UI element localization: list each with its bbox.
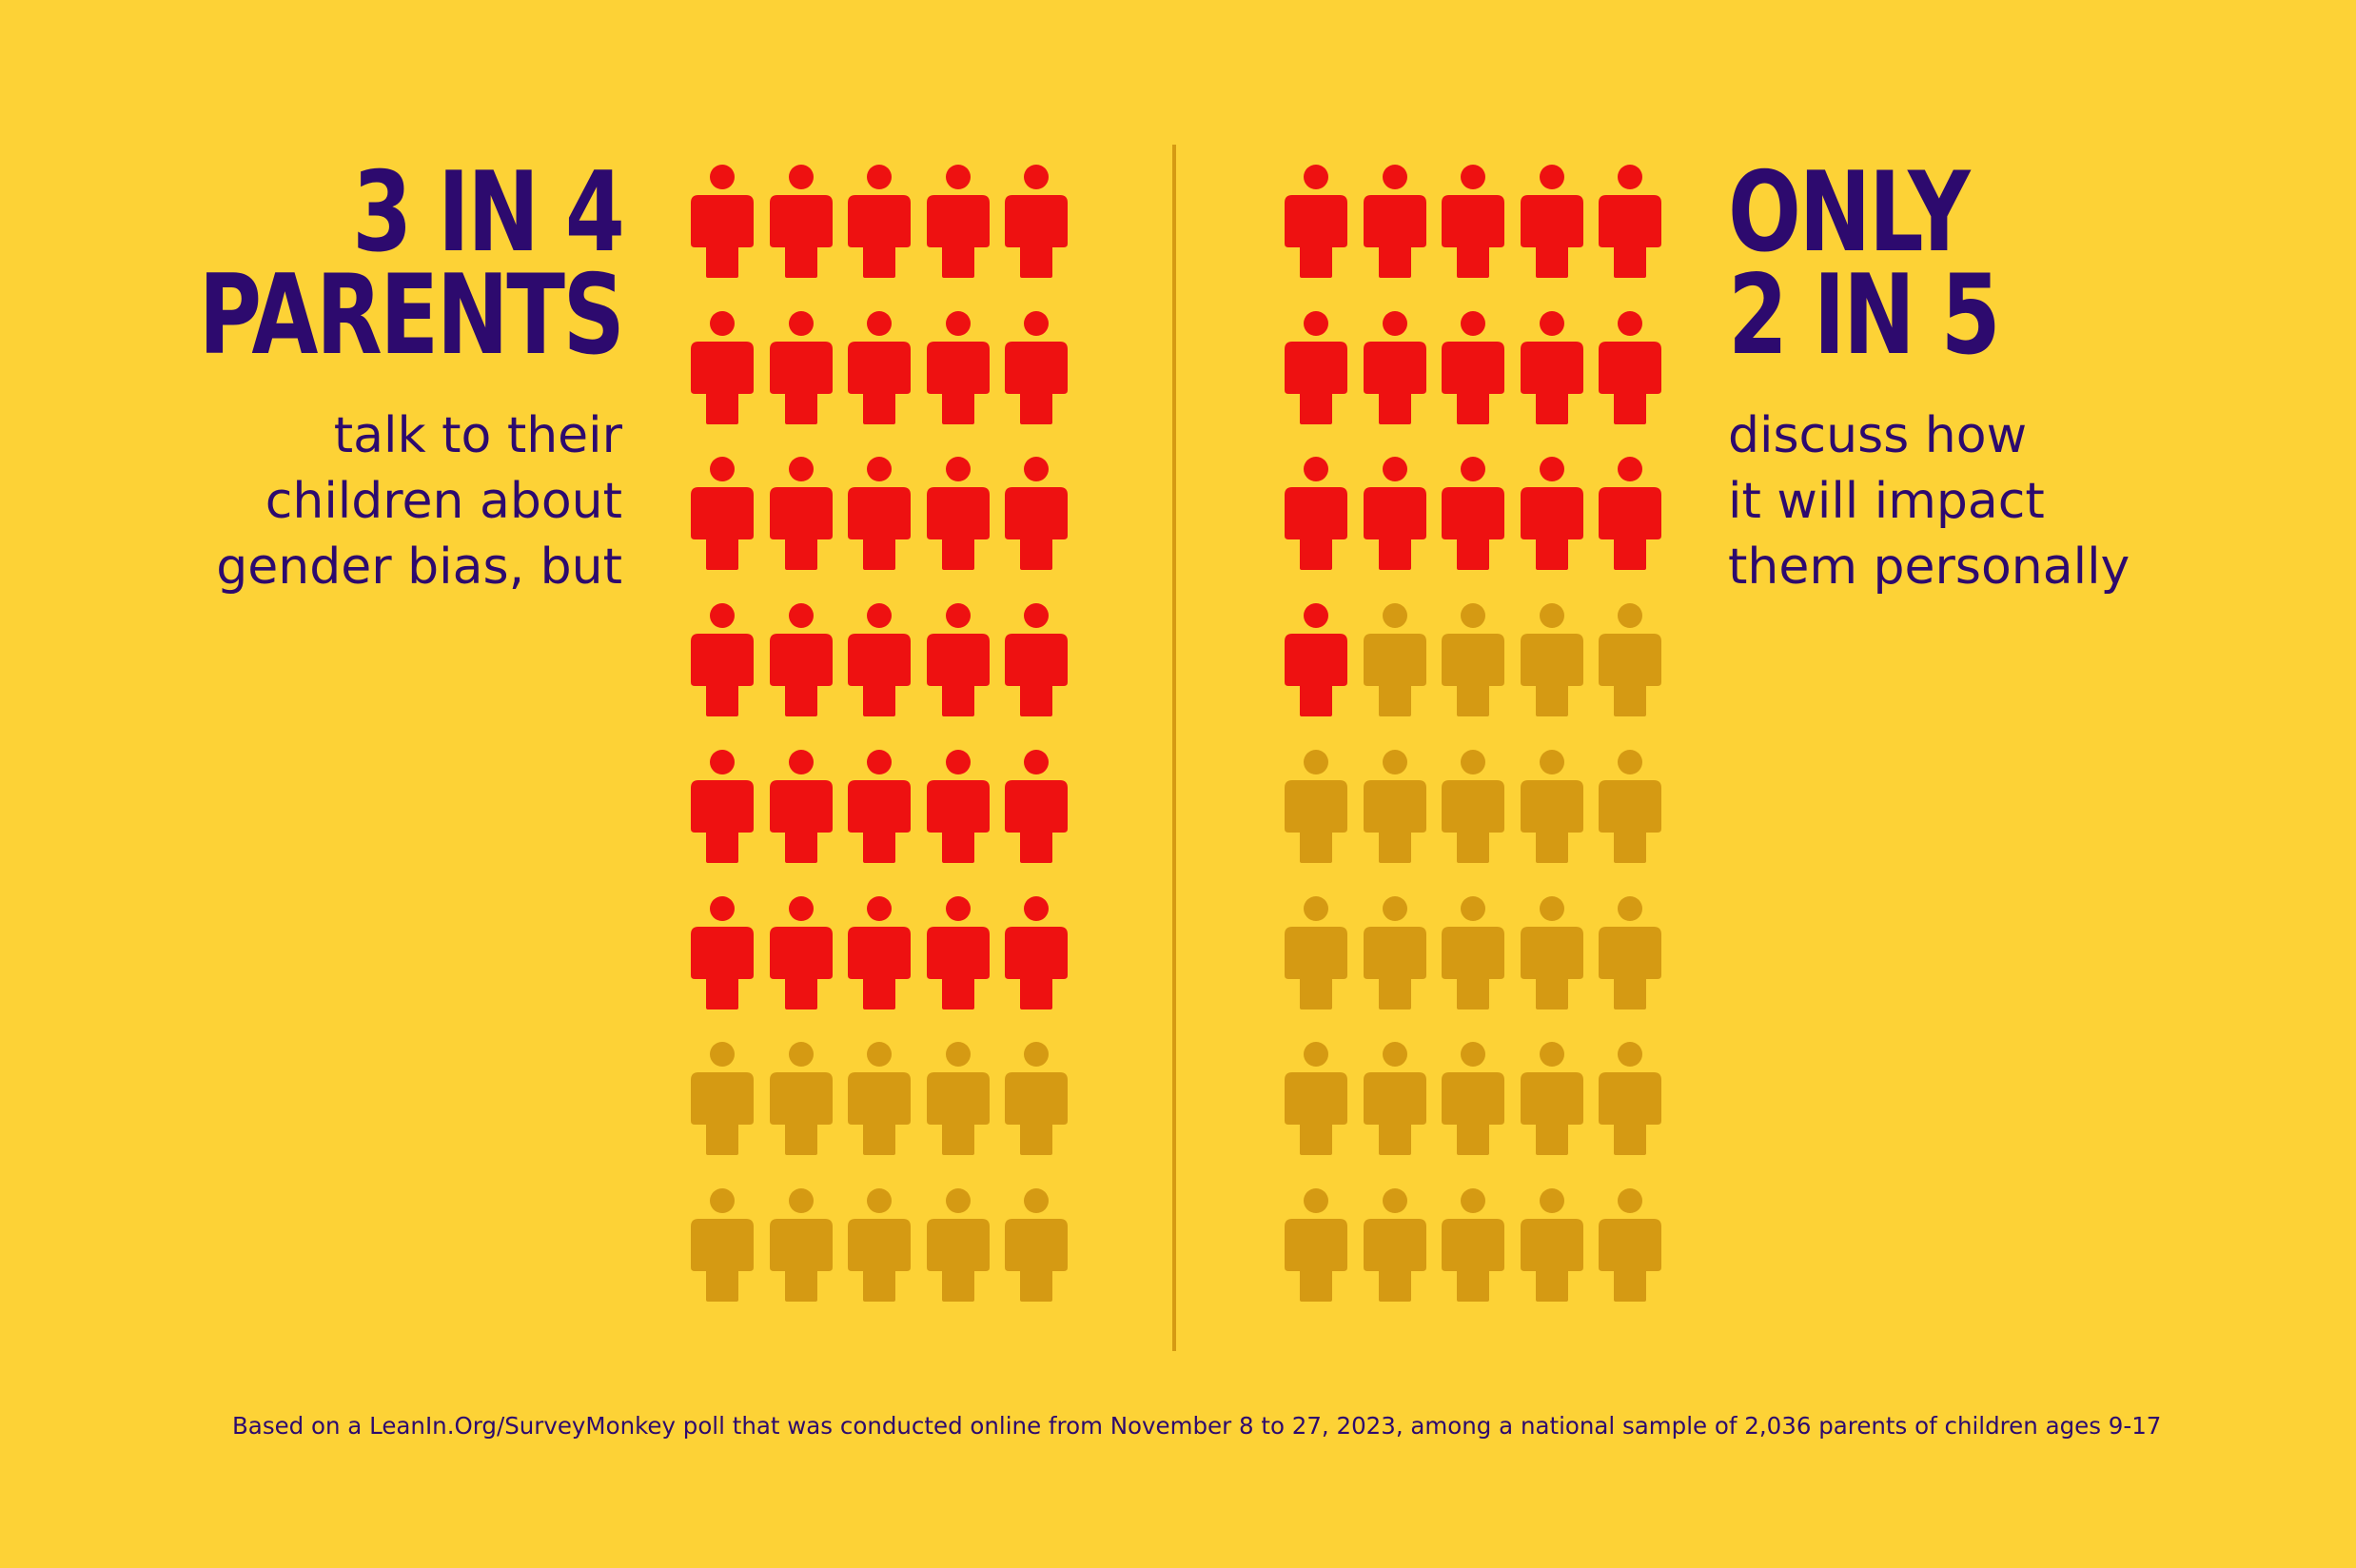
person-icon-highlighted bbox=[1005, 165, 1068, 278]
person-icon-highlighted bbox=[769, 895, 833, 1009]
person-icon-highlighted bbox=[1285, 603, 1347, 717]
footnote: Based on a LeanIn.Org/SurveyMonkey poll … bbox=[232, 1412, 2162, 1440]
person-icon-muted bbox=[1599, 1042, 1661, 1156]
person-icon-highlighted bbox=[1005, 457, 1068, 571]
person-icon-muted bbox=[1442, 749, 1504, 863]
person-icon-muted bbox=[1520, 1187, 1583, 1302]
person-icon-muted bbox=[1599, 749, 1661, 863]
left-headline-line-2: PARENTS bbox=[198, 251, 624, 380]
right-headline-line-1: ONLY bbox=[1728, 148, 1971, 277]
person-icon-highlighted bbox=[769, 310, 833, 424]
person-icon-highlighted bbox=[926, 310, 990, 424]
person-icon-muted bbox=[1520, 895, 1583, 1009]
person-icon-highlighted bbox=[769, 457, 833, 571]
person-icon-highlighted bbox=[848, 457, 911, 571]
person-icon-highlighted bbox=[1285, 457, 1347, 571]
person-icon-highlighted bbox=[1363, 310, 1426, 424]
person-icon-highlighted bbox=[1285, 165, 1347, 278]
person-icon-highlighted bbox=[1599, 457, 1661, 571]
person-icon-muted bbox=[691, 1042, 754, 1156]
person-icon-highlighted bbox=[1599, 310, 1661, 424]
person-icon-muted bbox=[1599, 1187, 1661, 1302]
person-icon-highlighted bbox=[848, 603, 911, 717]
person-icon-muted bbox=[926, 1042, 990, 1156]
divider-line bbox=[1172, 145, 1176, 1351]
person-icon-highlighted bbox=[769, 603, 833, 717]
person-icon-highlighted bbox=[1442, 165, 1504, 278]
left-pictogram-grid bbox=[691, 164, 1068, 1321]
person-icon-highlighted bbox=[848, 895, 911, 1009]
person-icon-highlighted bbox=[1005, 895, 1068, 1009]
person-icon-muted bbox=[1442, 895, 1504, 1009]
left-subtext-line-2: children about bbox=[265, 473, 622, 530]
person-icon-muted bbox=[1285, 749, 1347, 863]
person-icon-highlighted bbox=[1442, 310, 1504, 424]
left-headline: 3 IN 4 PARENTS bbox=[198, 148, 625, 380]
person-icon-highlighted bbox=[691, 310, 754, 424]
person-icon-muted bbox=[1005, 1187, 1068, 1302]
person-icon-muted bbox=[1442, 1042, 1504, 1156]
person-icon-highlighted bbox=[848, 165, 911, 278]
person-icon-muted bbox=[1285, 1187, 1347, 1302]
person-icon-muted bbox=[691, 1187, 754, 1302]
person-icon-muted bbox=[848, 1042, 911, 1156]
person-icon-muted bbox=[926, 1187, 990, 1302]
person-icon-highlighted bbox=[691, 603, 754, 717]
right-headline: ONLY 2 IN 5 bbox=[1728, 148, 2001, 380]
left-headline-line-1: 3 IN 4 bbox=[351, 148, 625, 277]
person-icon-highlighted bbox=[1005, 749, 1068, 863]
person-icon-highlighted bbox=[848, 749, 911, 863]
person-icon-highlighted bbox=[691, 457, 754, 571]
person-icon-highlighted bbox=[1363, 165, 1426, 278]
person-icon-muted bbox=[1442, 603, 1504, 717]
person-icon-highlighted bbox=[1520, 310, 1583, 424]
person-icon-muted bbox=[1599, 603, 1661, 717]
person-icon-highlighted bbox=[769, 165, 833, 278]
right-subtext-line-1: discuss how bbox=[1728, 407, 2028, 464]
left-subtext-line-1: talk to their bbox=[333, 407, 622, 464]
person-icon-highlighted bbox=[691, 895, 754, 1009]
person-icon-muted bbox=[1520, 749, 1583, 863]
person-icon-highlighted bbox=[1520, 165, 1583, 278]
person-icon-muted bbox=[1520, 603, 1583, 717]
person-icon-muted bbox=[1520, 1042, 1583, 1156]
person-icon-highlighted bbox=[1005, 310, 1068, 424]
right-pictogram-grid bbox=[1285, 164, 1661, 1321]
right-subtext-line-3: them personally bbox=[1728, 539, 2130, 596]
left-subtext: talk to their children about gender bias… bbox=[216, 403, 622, 600]
left-subtext-line-3: gender bias, but bbox=[216, 539, 622, 596]
person-icon-muted bbox=[1285, 895, 1347, 1009]
person-icon-muted bbox=[1363, 603, 1426, 717]
person-icon-muted bbox=[769, 1187, 833, 1302]
person-icon-muted bbox=[1363, 895, 1426, 1009]
person-icon-highlighted bbox=[691, 165, 754, 278]
person-icon-highlighted bbox=[1285, 310, 1347, 424]
person-icon-muted bbox=[769, 1042, 833, 1156]
person-icon-highlighted bbox=[769, 749, 833, 863]
person-icon-highlighted bbox=[926, 165, 990, 278]
person-icon-muted bbox=[1005, 1042, 1068, 1156]
person-icon-highlighted bbox=[926, 749, 990, 863]
person-icon-highlighted bbox=[1520, 457, 1583, 571]
person-icon-highlighted bbox=[926, 457, 990, 571]
right-subtext: discuss how it will impact them personal… bbox=[1728, 403, 2130, 600]
person-icon-highlighted bbox=[691, 749, 754, 863]
person-icon-muted bbox=[1285, 1042, 1347, 1156]
person-icon-muted bbox=[1363, 1042, 1426, 1156]
person-icon-highlighted bbox=[1363, 457, 1426, 571]
person-icon-highlighted bbox=[1005, 603, 1068, 717]
person-icon-highlighted bbox=[926, 603, 990, 717]
person-icon-muted bbox=[1599, 895, 1661, 1009]
person-icon-muted bbox=[848, 1187, 911, 1302]
person-icon-highlighted bbox=[848, 310, 911, 424]
right-subtext-line-2: it will impact bbox=[1728, 473, 2045, 530]
person-icon-muted bbox=[1442, 1187, 1504, 1302]
person-icon-highlighted bbox=[926, 895, 990, 1009]
person-icon-muted bbox=[1363, 1187, 1426, 1302]
right-headline-line-2: 2 IN 5 bbox=[1728, 251, 2001, 380]
person-icon-highlighted bbox=[1599, 165, 1661, 278]
person-icon-muted bbox=[1363, 749, 1426, 863]
person-icon-highlighted bbox=[1442, 457, 1504, 571]
